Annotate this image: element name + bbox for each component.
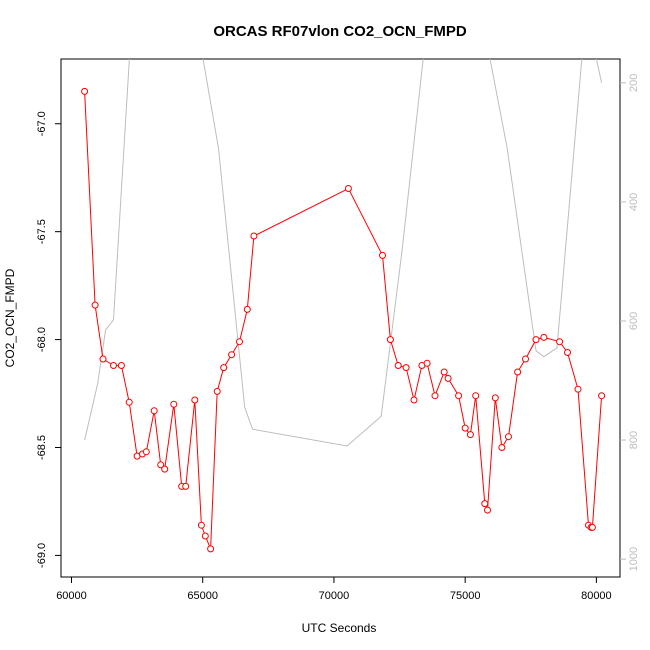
data-point xyxy=(564,349,571,356)
data-point xyxy=(481,500,489,508)
y-tick-label: -68.5 xyxy=(36,435,48,460)
x-axis: 60000 65000 70000 75000 80000 xyxy=(56,577,612,602)
data-point xyxy=(182,482,190,490)
secondary-series xyxy=(84,59,603,447)
data-point xyxy=(250,232,258,240)
x-tick-label: 65000 xyxy=(187,590,218,602)
data-point xyxy=(236,338,243,346)
data-point xyxy=(461,424,469,432)
x-tick-label: 75000 xyxy=(450,590,481,602)
data-point xyxy=(344,185,352,192)
data-point xyxy=(514,368,522,376)
data-point xyxy=(598,392,606,400)
y-tick-label: -69.0 xyxy=(36,543,48,568)
y-axis: -67.0 -67.5 -68.0 -68.5 -69.0 xyxy=(36,111,61,568)
primary-series xyxy=(81,87,606,553)
x-tick-label: 70000 xyxy=(319,590,350,602)
data-point xyxy=(99,355,107,363)
data-point xyxy=(540,333,548,341)
data-point xyxy=(243,305,251,313)
x-axis-label: UTC Seconds xyxy=(302,621,377,635)
data-point xyxy=(574,385,582,393)
y2-tick-label: 600 xyxy=(628,312,640,330)
data-point xyxy=(191,396,199,404)
secondary-line xyxy=(84,59,603,447)
y2-tick-label: 800 xyxy=(628,431,640,449)
chart-title: ORCAS RF07vlon CO2_OCN_FMPD xyxy=(213,23,467,40)
data-point xyxy=(532,336,540,344)
data-point xyxy=(440,368,448,376)
x-tick-label: 80000 xyxy=(581,590,612,602)
data-point xyxy=(466,431,474,439)
data-point xyxy=(110,362,117,369)
data-point xyxy=(91,301,99,309)
data-point xyxy=(386,336,394,344)
data-point xyxy=(117,362,125,369)
data-point xyxy=(423,359,431,367)
y2-tick-label: 200 xyxy=(628,74,640,92)
y2-tick-label: 400 xyxy=(628,193,640,211)
data-point xyxy=(444,374,452,382)
primary-line xyxy=(84,91,603,550)
data-point xyxy=(472,392,480,400)
y-tick-label: -68.0 xyxy=(36,327,48,352)
data-point xyxy=(484,506,491,514)
data-point xyxy=(522,355,529,363)
data-point xyxy=(150,407,158,415)
data-point xyxy=(588,523,596,531)
data-point xyxy=(556,338,564,346)
x-tick-label: 60000 xyxy=(56,590,87,602)
data-point xyxy=(157,461,165,469)
data-point xyxy=(379,251,386,259)
data-point xyxy=(197,521,205,529)
y-tick-label: -67.5 xyxy=(36,219,48,244)
data-point xyxy=(505,433,512,441)
data-point xyxy=(142,448,150,456)
y2-axis: 200 400 600 800 1000 xyxy=(620,74,640,571)
data-point xyxy=(394,362,402,369)
data-point xyxy=(455,392,463,400)
data-point xyxy=(220,364,228,372)
y2-tick-label: 1000 xyxy=(628,547,640,571)
y-tick-label: -67.0 xyxy=(36,111,48,136)
data-point xyxy=(410,396,418,404)
data-point xyxy=(170,400,178,408)
data-point xyxy=(402,364,410,372)
data-point xyxy=(81,87,89,95)
data-point xyxy=(201,532,209,540)
data-point xyxy=(161,465,169,473)
data-point xyxy=(125,398,133,406)
data-point xyxy=(213,387,221,395)
data-point xyxy=(207,545,215,553)
data-point xyxy=(228,351,236,359)
data-point xyxy=(491,394,499,402)
y-axis-label: CO2_OCN_FMPD xyxy=(3,268,17,367)
plot-frame xyxy=(60,58,621,578)
data-point xyxy=(431,392,439,400)
data-point xyxy=(498,444,506,451)
